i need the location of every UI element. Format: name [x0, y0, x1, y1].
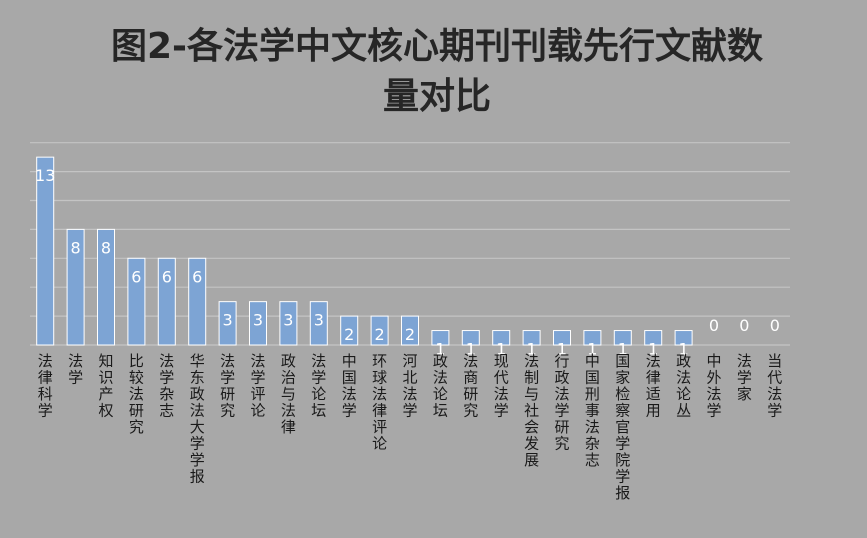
bar [583, 330, 602, 346]
data-label: 2 [405, 325, 415, 344]
bar [66, 228, 85, 346]
bar [340, 315, 359, 346]
category-label: 法学论坛 [311, 352, 326, 420]
bar [674, 330, 693, 346]
bar [249, 301, 267, 346]
bar [370, 315, 389, 346]
data-labels: 13 8 8 6 6 6 3 3 3 3 2 2 2 1 1 1 1 1 1 1 1 1 0 0 0 [35, 166, 780, 358]
category-label: 知识产权 [98, 352, 113, 420]
data-label: 2 [344, 325, 354, 344]
category-label: 法学杂志 [159, 352, 174, 420]
bar [522, 330, 541, 346]
data-label: 2 [375, 325, 385, 344]
data-label: 1 [496, 340, 506, 359]
category-label: 当代法学 [767, 352, 782, 420]
category-label: 行政法学研究 [554, 352, 569, 453]
bar [279, 301, 298, 346]
bar [218, 301, 237, 346]
data-label: 1 [527, 340, 537, 359]
category-label: 法学 [68, 352, 83, 387]
chart-title-line-2: 量对比 [383, 76, 491, 117]
data-label: 6 [192, 267, 202, 286]
bar [36, 156, 55, 346]
category-label: 法学家 [737, 352, 752, 403]
data-label: 1 [587, 340, 597, 359]
category-label: 法商研究 [463, 352, 478, 420]
category-label: 法律适用 [646, 352, 661, 420]
category-label: 河北法学 [402, 352, 417, 420]
category-label: 比较法研究 [129, 352, 144, 436]
category-label: 中外法学 [706, 352, 721, 420]
chart-title-line-1: 图2-各法学中文核心期刊刊载先行文献数 [111, 25, 763, 67]
data-label: 13 [35, 166, 55, 185]
data-label: 6 [162, 267, 172, 286]
category-label: 政法论丛 [676, 352, 691, 420]
data-label: 0 [709, 316, 719, 335]
bar [188, 257, 207, 346]
bar [431, 330, 450, 346]
bar [157, 257, 176, 346]
bars [36, 156, 693, 346]
data-label: 3 [314, 311, 324, 330]
data-label: 3 [283, 311, 293, 330]
bar [461, 330, 480, 346]
category-label: 法学研究 [220, 352, 235, 420]
bar [309, 301, 328, 346]
data-label: 1 [648, 340, 658, 359]
category-label: 现代法学 [494, 352, 509, 420]
data-label: 1 [466, 340, 476, 359]
category-label: 国家检察官学院学报 [615, 352, 630, 502]
bar [401, 315, 419, 346]
data-label: 6 [131, 267, 141, 286]
bar [97, 228, 115, 346]
category-label: 政治与法律 [281, 352, 296, 436]
category-label: 环球法律评论 [372, 352, 387, 453]
data-label: 0 [770, 316, 780, 335]
category-label: 中国法学 [342, 352, 357, 420]
data-label: 1 [679, 340, 689, 359]
bar [613, 330, 632, 346]
category-label: 华东政法大学学报 [190, 352, 205, 486]
category-label: 法律科学 [38, 352, 53, 420]
category-label: 政法论坛 [433, 352, 448, 420]
data-label: 3 [253, 311, 263, 330]
category-label: 法学评论 [250, 352, 265, 420]
bar [553, 330, 571, 346]
bar [492, 330, 511, 346]
data-label: 1 [435, 340, 445, 359]
data-label: 0 [739, 316, 749, 335]
category-label: 法制与社会发展 [524, 352, 539, 469]
data-label: 8 [71, 238, 81, 257]
data-label: 1 [618, 340, 628, 359]
category-label: 中国刑事法杂志 [585, 352, 600, 469]
data-label: 3 [223, 311, 233, 330]
data-label: 1 [557, 340, 567, 359]
bar [127, 257, 146, 346]
data-label: 8 [101, 238, 111, 257]
bar [644, 330, 663, 346]
